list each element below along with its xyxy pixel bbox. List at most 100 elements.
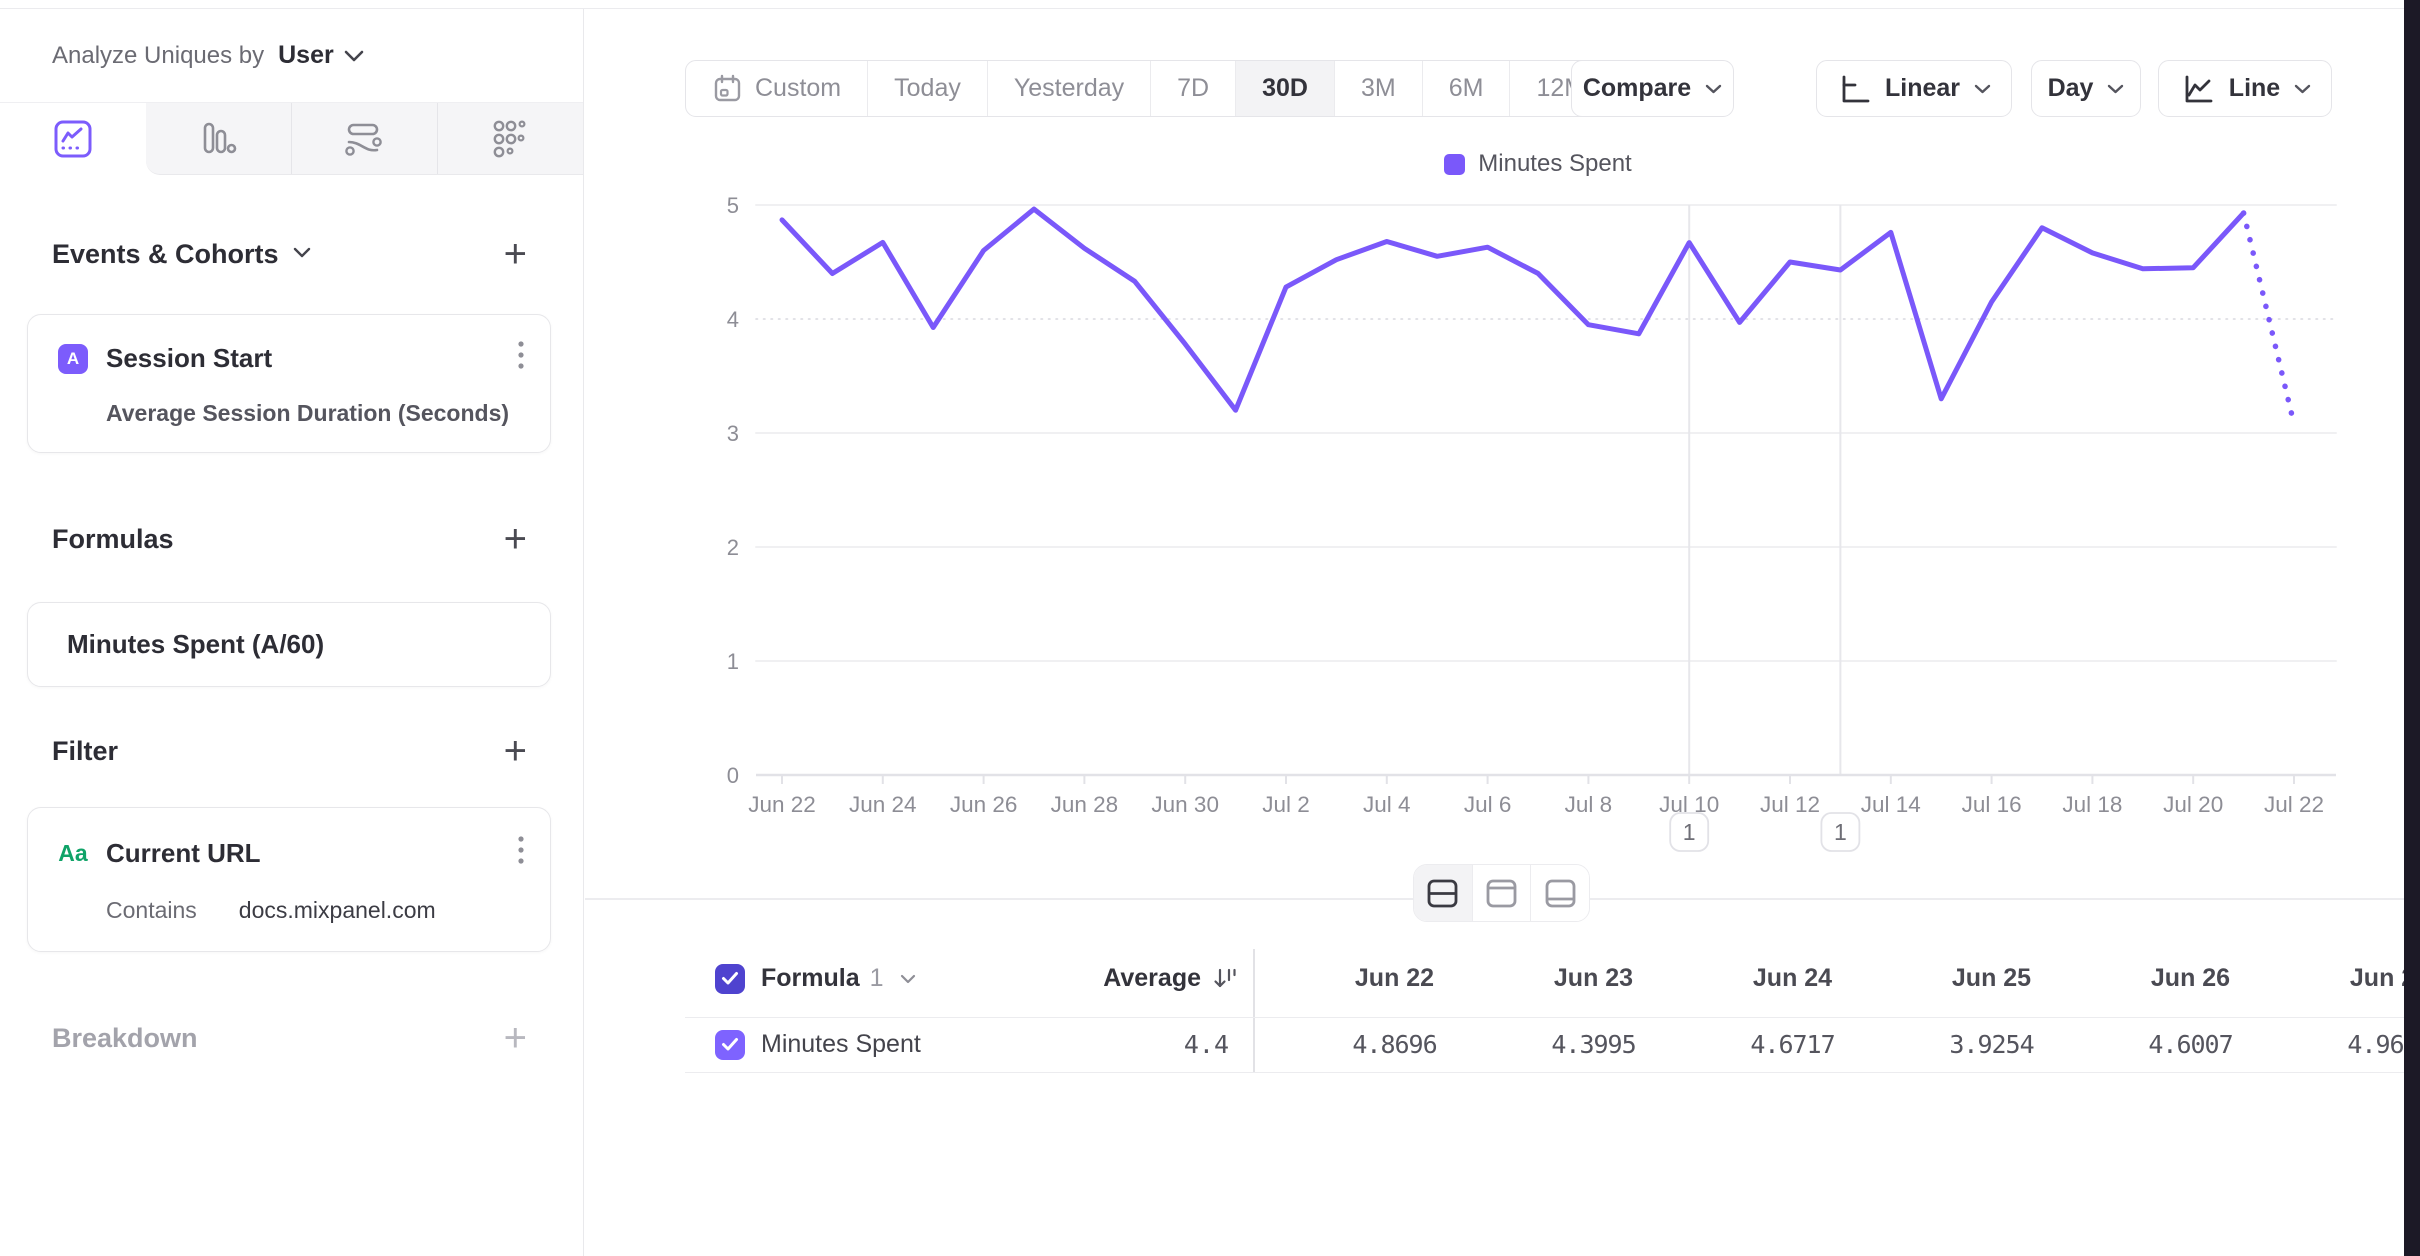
x-axis-label-jul-18: Jul 18 [2062,792,2122,817]
series-legend-label[interactable]: Minutes Spent [1478,150,1632,177]
range-label: 6M [1448,74,1484,102]
column-header-jun-27[interactable]: Jun 27 [2349,964,2420,992]
range-today[interactable]: Today [867,61,987,116]
line-chart-icon [2185,75,2213,102]
axis-scale-label: Linear [1884,74,1961,102]
series-line-projection-dotted [2240,210,2297,427]
split-view-icon [1427,879,1458,907]
series-checkbox[interactable] [715,1029,745,1060]
formula-card[interactable]: Minutes Spent (A/60) [27,602,551,687]
text-property-icon: Aa [58,840,88,866]
series-line-minutes-spent [779,206,2247,413]
axis-scale-button[interactable]: Linear [1816,60,2012,117]
table-view-icon [1545,879,1576,907]
chart-legend: Minutes Spent [782,150,2294,178]
tab-flows[interactable] [290,103,437,174]
retention-grid-tab-icon [494,119,526,157]
y-axis-label-2: 2 [727,535,739,560]
x-axis-label-jul-8: Jul 8 [1565,792,1613,817]
chevron-down-icon[interactable] [900,974,916,984]
select-all-checkbox[interactable] [715,963,745,994]
column-header-jun-22[interactable]: Jun 22 [1354,964,1435,992]
x-axis-label-jul-12: Jul 12 [1760,792,1820,817]
chevron-down-icon [1705,84,1722,93]
formulas-title: Formulas [52,523,174,554]
filter-card[interactable]: Aa Current URL Contains docs.mixpanel.co… [27,807,551,952]
layout-view-switcher [1413,864,1590,922]
formula-name: Minutes Spent (A/60) [67,629,325,659]
table-row-border [685,1072,2420,1073]
x-axis-label-jul-14: Jul 14 [1861,792,1921,817]
range-custom[interactable]: Custom [686,61,867,116]
series-row-label: Minutes Spent [761,1030,921,1058]
chevron-down-icon [1974,84,1991,93]
value-jun-25: 3.9254 [1949,1030,2034,1059]
range-yesterday[interactable]: Yesterday [986,61,1150,116]
chart-only-view-button[interactable] [1471,865,1531,921]
average-column-header[interactable]: Average [1103,964,1201,992]
range-6m[interactable]: 6M [1421,61,1510,116]
range-7d[interactable]: 7D [1150,61,1235,116]
granularity-label: Day [2047,74,2094,102]
add-filter-button[interactable]: + [503,729,527,773]
analyze-uniques-label: Analyze Uniques by [52,41,265,69]
chart-view-icon [1486,879,1517,907]
bar-chart-tab-icon [203,122,237,153]
table-only-view-button[interactable] [1530,865,1589,921]
chart-type-label: Line [2228,74,2281,102]
kebab-menu-icon[interactable] [516,834,526,873]
tab-insights[interactable] [0,103,146,175]
flows-tab-icon [345,123,383,156]
compare-button[interactable]: Compare [1571,60,1734,117]
tab-funnels[interactable] [146,103,291,174]
annotation-badge-2[interactable] [1820,812,1861,852]
calendar-icon [714,74,741,102]
value-jun-27: 4.9640 [2347,1030,2420,1059]
split-view-button[interactable] [1414,865,1472,921]
add-breakdown-button[interactable]: + [503,1016,527,1060]
y-axis-label-3: 3 [727,421,739,446]
inactive-tab-group [145,103,583,175]
filter-title: Filter [52,735,119,766]
formula-group-label[interactable]: Formula [761,964,860,992]
filter-operator[interactable]: Contains [106,897,197,923]
column-header-jun-25[interactable]: Jun 25 [1951,964,2032,992]
line-chart-tab-icon [54,120,92,158]
column-header-jun-26[interactable]: Jun 26 [2150,964,2231,992]
results-table: Formula 1 Average Jun 22 Jun 23 Jun 24 Jun … [585,940,2420,1072]
series-color-swatch [1444,153,1466,175]
event-card[interactable]: A Session Start Average Session Duration… [27,314,551,453]
column-header-jun-23[interactable]: Jun 23 [1553,964,1634,992]
query-builder-sidebar: Analyze Uniques by User [0,9,584,1256]
annotation-badge-1[interactable] [1669,812,1710,852]
table-data-row: Minutes Spent 4.4 4.8696 4.3995 4.6717 3.92… [585,1017,2420,1072]
column-spacer [1255,940,1295,1017]
filter-header: Filter + [0,727,583,775]
column-header-jun-24[interactable]: Jun 24 [1752,964,1833,992]
analyze-uniques-row: Analyze Uniques by User [0,9,583,103]
range-30d[interactable]: 30D [1235,61,1334,116]
adjacent-panel-edge [2404,0,2420,1256]
report-main-area: Custom Today Yesterday 7D 30D 3M 6M 12M Compare… [585,0,2420,1256]
chevron-down-icon [2295,84,2311,93]
report-type-tabbar [0,103,583,175]
linear-axis-icon [1842,75,1870,102]
x-axis-label-jun-24: Jun 24 [849,792,917,817]
event-aggregation[interactable]: Average Session Duration (Seconds) [106,400,510,426]
filter-value[interactable]: docs.mixpanel.com [238,897,436,923]
add-formula-button[interactable]: + [503,517,527,561]
value-jun-24: 4.6717 [1750,1030,1835,1059]
granularity-button[interactable]: Day [2031,60,2141,117]
range-label: Yesterday [1013,74,1125,102]
sort-icon[interactable] [1211,965,1239,993]
add-event-button[interactable]: + [503,232,527,276]
top-divider [0,8,2420,9]
tab-retention[interactable] [436,103,583,174]
analyze-entity-dropdown[interactable]: User [278,41,364,70]
chart-type-button[interactable]: Line [2158,60,2332,117]
kebab-menu-icon[interactable] [516,339,526,378]
chevron-down-icon[interactable] [293,245,311,263]
filter-property-name: Current URL [106,838,261,868]
compare-label: Compare [1582,74,1692,102]
range-3m[interactable]: 3M [1333,61,1422,116]
